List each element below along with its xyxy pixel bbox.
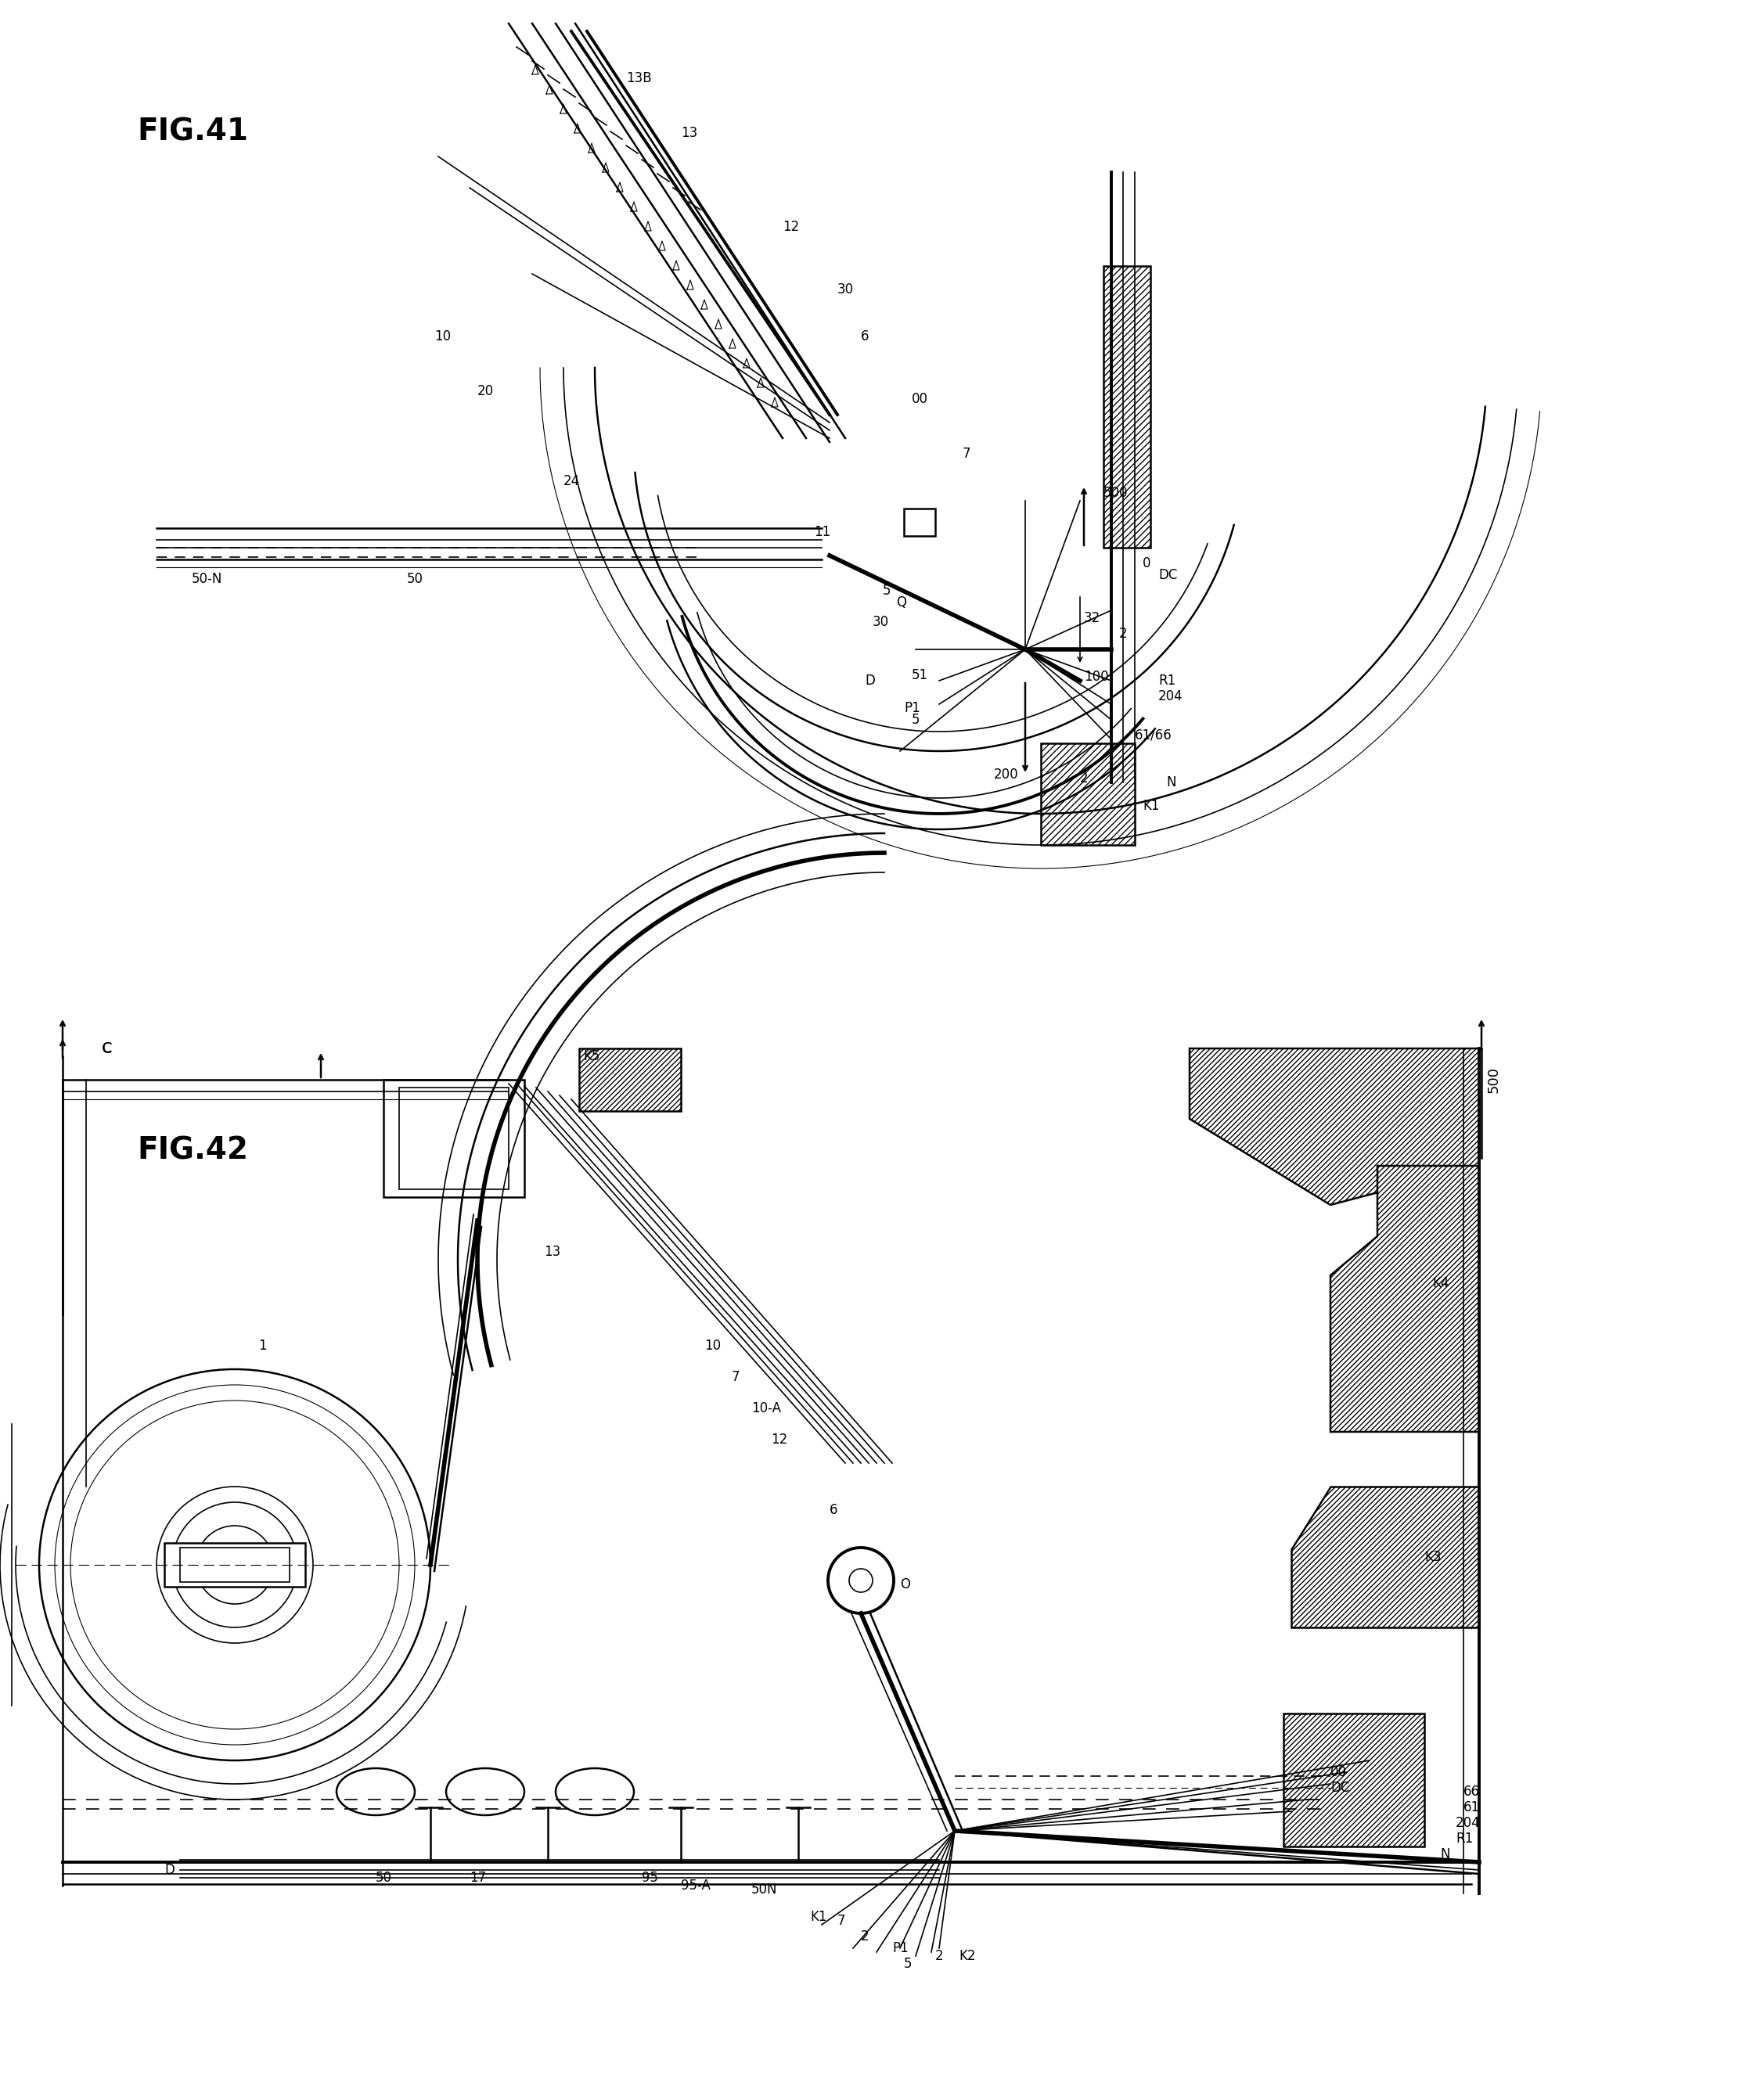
Text: 6: 6 bbox=[861, 330, 870, 344]
Text: DC: DC bbox=[1159, 567, 1177, 582]
Text: 50N: 50N bbox=[751, 1882, 778, 1896]
Text: 00: 00 bbox=[912, 393, 928, 405]
Text: K1: K1 bbox=[810, 1909, 827, 1924]
Text: R1: R1 bbox=[1159, 674, 1175, 687]
Text: 13: 13 bbox=[681, 126, 697, 141]
Text: 204: 204 bbox=[1159, 689, 1184, 704]
Text: 30: 30 bbox=[873, 615, 889, 630]
Text: FIG.42: FIG.42 bbox=[138, 1136, 249, 1166]
Text: C: C bbox=[102, 1042, 111, 1056]
Text: 204: 204 bbox=[1455, 1816, 1480, 1829]
Text: 1: 1 bbox=[258, 1338, 266, 1352]
Bar bbox=[383, 1079, 524, 1197]
Polygon shape bbox=[1284, 1714, 1424, 1846]
Text: 50: 50 bbox=[376, 1871, 392, 1886]
Text: 2: 2 bbox=[1080, 771, 1088, 785]
Text: D: D bbox=[864, 674, 875, 687]
Text: 7: 7 bbox=[963, 447, 970, 460]
Polygon shape bbox=[1189, 1048, 1480, 1205]
Text: 0: 0 bbox=[1143, 556, 1150, 571]
Text: K1: K1 bbox=[1143, 798, 1159, 813]
Text: O: O bbox=[900, 1577, 910, 1592]
Text: 13B: 13B bbox=[626, 71, 651, 86]
Text: 11: 11 bbox=[813, 525, 831, 540]
Text: 100: 100 bbox=[1083, 670, 1108, 685]
Text: 61/66: 61/66 bbox=[1134, 729, 1171, 743]
Text: FIG.41: FIG.41 bbox=[138, 118, 249, 147]
Text: K4: K4 bbox=[1432, 1277, 1448, 1289]
Polygon shape bbox=[1330, 1166, 1480, 1432]
Text: 50: 50 bbox=[407, 571, 423, 586]
Bar bbox=[164, 1544, 305, 1588]
Text: P1: P1 bbox=[903, 701, 921, 716]
Ellipse shape bbox=[556, 1768, 633, 1814]
Text: Q: Q bbox=[896, 596, 907, 609]
Text: 13: 13 bbox=[543, 1245, 561, 1258]
Text: 95: 95 bbox=[642, 1871, 658, 1886]
Ellipse shape bbox=[446, 1768, 524, 1814]
Text: D: D bbox=[164, 1863, 175, 1877]
Text: 20: 20 bbox=[478, 384, 494, 399]
Text: 2: 2 bbox=[1118, 626, 1127, 640]
Text: 32: 32 bbox=[1083, 611, 1101, 626]
Text: 10: 10 bbox=[434, 330, 452, 344]
Text: P1: P1 bbox=[893, 1940, 908, 1955]
Text: 7: 7 bbox=[732, 1369, 739, 1384]
Text: 500: 500 bbox=[1487, 1067, 1501, 1092]
Text: N: N bbox=[1166, 775, 1177, 790]
Text: 61: 61 bbox=[1464, 1800, 1480, 1814]
Bar bbox=[903, 508, 935, 536]
Text: 200: 200 bbox=[993, 766, 1018, 781]
Text: 50-N: 50-N bbox=[192, 571, 222, 586]
Ellipse shape bbox=[337, 1768, 415, 1814]
Text: 10-A: 10-A bbox=[751, 1401, 781, 1415]
Text: DC: DC bbox=[1330, 1781, 1349, 1796]
Text: K3: K3 bbox=[1424, 1550, 1441, 1564]
Text: K2: K2 bbox=[958, 1949, 975, 1963]
Polygon shape bbox=[579, 1048, 681, 1111]
Text: K5: K5 bbox=[584, 1050, 600, 1063]
Text: C: C bbox=[102, 1042, 113, 1056]
Text: 2: 2 bbox=[935, 1949, 944, 1963]
Text: 12: 12 bbox=[783, 220, 799, 233]
Bar bbox=[399, 1088, 508, 1189]
Text: 2: 2 bbox=[861, 1930, 870, 1942]
Text: R1: R1 bbox=[1455, 1831, 1473, 1846]
Text: 10: 10 bbox=[704, 1338, 721, 1352]
Polygon shape bbox=[1104, 267, 1150, 548]
Text: 5: 5 bbox=[882, 584, 891, 598]
Text: 95-A: 95-A bbox=[681, 1879, 711, 1892]
Bar bbox=[180, 1548, 289, 1581]
Text: 00: 00 bbox=[1330, 1766, 1348, 1779]
Text: 30: 30 bbox=[838, 284, 854, 296]
Text: 7: 7 bbox=[838, 1913, 845, 1928]
Text: 17: 17 bbox=[469, 1871, 487, 1886]
Polygon shape bbox=[1291, 1487, 1480, 1627]
Bar bbox=[1041, 743, 1134, 844]
Text: 12: 12 bbox=[771, 1432, 787, 1447]
Text: 66: 66 bbox=[1464, 1785, 1480, 1800]
Text: 6: 6 bbox=[829, 1504, 838, 1516]
Text: 5: 5 bbox=[903, 1957, 912, 1972]
Text: 51: 51 bbox=[912, 668, 928, 682]
Text: 500: 500 bbox=[1104, 485, 1129, 500]
Text: 24: 24 bbox=[563, 475, 580, 487]
Text: N: N bbox=[1439, 1848, 1450, 1861]
Text: 5: 5 bbox=[912, 712, 921, 727]
